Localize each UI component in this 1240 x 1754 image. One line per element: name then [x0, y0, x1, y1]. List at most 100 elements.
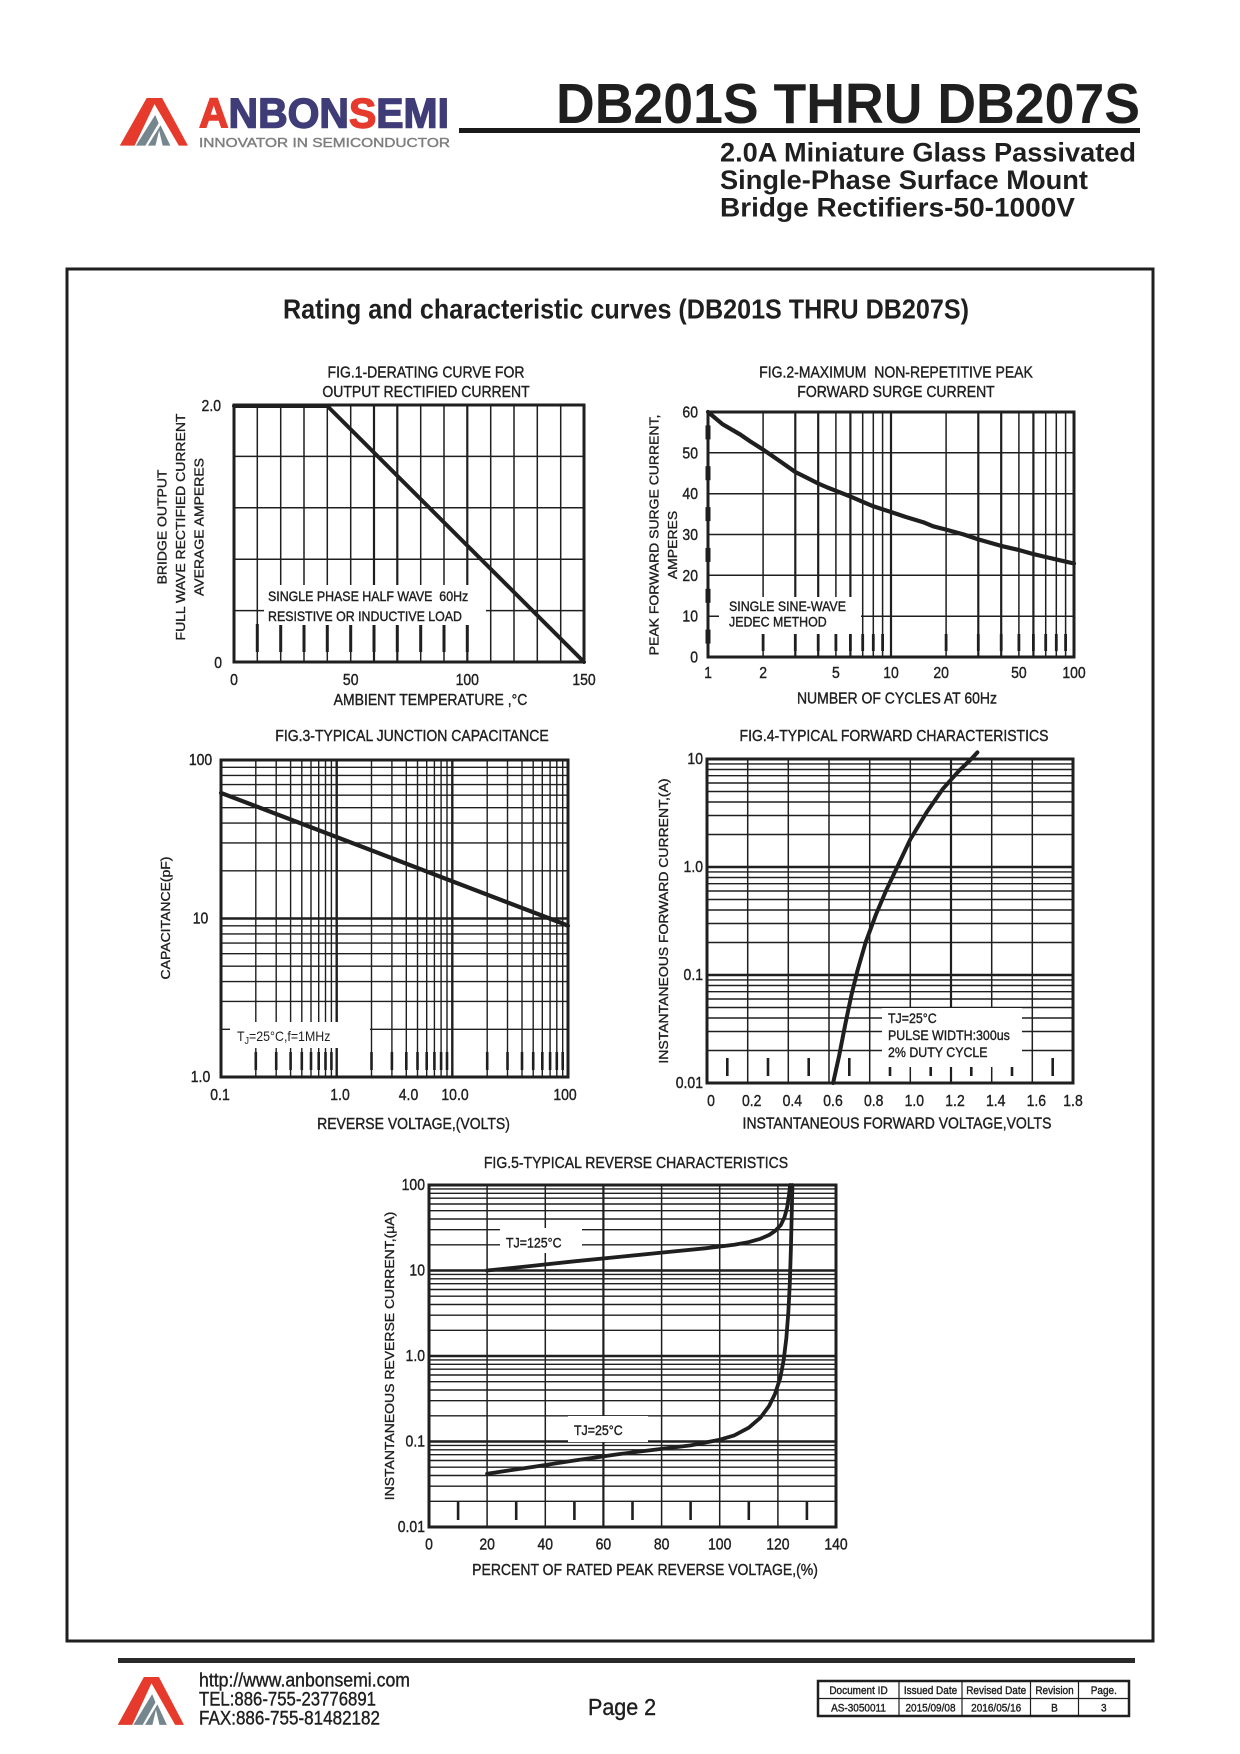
svg-text:60: 60 — [682, 405, 698, 422]
svg-text:Rating and characteristic curv: Rating and characteristic curves (DB201S… — [283, 293, 969, 324]
svg-text:1.6: 1.6 — [1027, 1093, 1046, 1110]
svg-text:Revised Date: Revised Date — [966, 1686, 1026, 1697]
svg-text:4.0: 4.0 — [399, 1087, 418, 1104]
svg-text:0: 0 — [425, 1537, 433, 1554]
svg-text:RESISTIVE OR INDUCTIVE LOAD: RESISTIVE OR INDUCTIVE LOAD — [268, 608, 462, 624]
svg-text:0.6: 0.6 — [823, 1093, 842, 1110]
svg-text:0.01: 0.01 — [398, 1519, 425, 1536]
svg-text:PERCENT OF RATED PEAK REVERSE: PERCENT OF RATED PEAK REVERSE VOLTAGE,(%… — [472, 1562, 818, 1579]
svg-text:Revision: Revision — [1035, 1686, 1073, 1697]
svg-text:100: 100 — [553, 1087, 576, 1104]
svg-text:40: 40 — [538, 1537, 554, 1554]
svg-text:0.01: 0.01 — [676, 1075, 703, 1092]
svg-text:AS-3050011: AS-3050011 — [831, 1703, 886, 1714]
svg-text:100: 100 — [402, 1177, 425, 1194]
svg-text:0: 0 — [214, 655, 222, 672]
svg-text:1.0: 1.0 — [905, 1093, 924, 1110]
svg-text:SINGLE PHASE HALF WAVE 60Hz: SINGLE PHASE HALF WAVE 60Hz — [268, 588, 468, 604]
svg-text:AVERAGE AMPERES: AVERAGE AMPERES — [192, 458, 206, 596]
svg-text:B: B — [1051, 1703, 1058, 1714]
svg-text:AMBIENT TEMPERATURE ,°C: AMBIENT TEMPERATURE ,°C — [334, 692, 528, 709]
svg-text:NUMBER OF CYCLES AT 60Hz: NUMBER OF CYCLES AT 60Hz — [797, 691, 997, 708]
svg-text:OUTPUT RECTIFIED CURRENT: OUTPUT RECTIFIED CURRENT — [322, 384, 529, 401]
svg-text:10: 10 — [682, 609, 698, 626]
svg-text:2: 2 — [759, 665, 767, 682]
svg-text:TJ=25°C: TJ=25°C — [888, 1010, 937, 1026]
svg-text:SINGLE SINE-WAVE: SINGLE SINE-WAVE — [729, 598, 846, 614]
svg-text:1.0: 1.0 — [406, 1348, 425, 1365]
svg-text:80: 80 — [654, 1537, 670, 1554]
svg-text:FIG.4-TYPICAL FORWARD CHARACTE: FIG.4-TYPICAL FORWARD CHARACTERISTICS — [740, 728, 1049, 745]
svg-text:REVERSE VOLTAGE,(VOLTS): REVERSE VOLTAGE,(VOLTS) — [317, 1116, 510, 1133]
svg-text:100: 100 — [708, 1537, 731, 1554]
svg-text:0: 0 — [230, 672, 238, 689]
svg-text:0.4: 0.4 — [783, 1093, 802, 1110]
svg-text:CAPACITANCE(pF): CAPACITANCE(pF) — [159, 857, 173, 980]
svg-text:INSTANTANEOUS FORWARD VOLTAGE,: INSTANTANEOUS FORWARD VOLTAGE,VOLTS — [743, 1116, 1052, 1133]
svg-text:1.8: 1.8 — [1063, 1093, 1082, 1110]
svg-text:50: 50 — [343, 672, 359, 689]
svg-text:10: 10 — [193, 911, 209, 928]
svg-text:0.1: 0.1 — [684, 967, 703, 984]
svg-text:1.4: 1.4 — [986, 1093, 1005, 1110]
svg-text:JEDEC METHOD: JEDEC METHOD — [729, 614, 827, 630]
svg-text:DB201S THRU DB207S: DB201S THRU DB207S — [556, 73, 1140, 136]
svg-text:20: 20 — [682, 568, 698, 585]
svg-text:Page.: Page. — [1091, 1686, 1117, 1697]
svg-text:Document ID: Document ID — [829, 1686, 888, 1697]
svg-text:100: 100 — [456, 672, 479, 689]
svg-text:120: 120 — [766, 1537, 789, 1554]
svg-text:TJ=125°C: TJ=125°C — [506, 1235, 562, 1251]
svg-text:PULSE WIDTH:300us: PULSE WIDTH:300us — [888, 1027, 1010, 1043]
svg-text:1.2: 1.2 — [945, 1093, 964, 1110]
svg-text:FORWARD SURGE CURRENT: FORWARD SURGE CURRENT — [797, 384, 994, 401]
svg-text:Page 2: Page 2 — [588, 1694, 656, 1720]
svg-text:100: 100 — [1062, 665, 1085, 682]
svg-text:2015/09/08: 2015/09/08 — [905, 1703, 955, 1714]
svg-text:INSTANTANEOUS REVERSE CURRENT,: INSTANTANEOUS REVERSE CURRENT,(μA) — [383, 1212, 397, 1501]
svg-text:2.0A Miniature Glass Passivate: 2.0A Miniature Glass Passivated — [720, 139, 1136, 168]
svg-text:1: 1 — [704, 665, 712, 682]
svg-text:FIG.3-TYPICAL JUNCTION CAPACIT: FIG.3-TYPICAL JUNCTION CAPACITANCE — [275, 728, 549, 745]
svg-text:0.8: 0.8 — [864, 1093, 883, 1110]
svg-text:1.0: 1.0 — [684, 859, 703, 876]
svg-text:10: 10 — [409, 1263, 425, 1280]
svg-text:1.0: 1.0 — [191, 1069, 210, 1086]
svg-text:2.0: 2.0 — [202, 398, 221, 415]
svg-text:20: 20 — [479, 1537, 495, 1554]
svg-text:2016/05/16: 2016/05/16 — [971, 1703, 1021, 1714]
svg-text:3: 3 — [1101, 1703, 1107, 1714]
svg-text:5: 5 — [832, 665, 840, 682]
svg-text:1.0: 1.0 — [330, 1087, 349, 1104]
svg-text:10: 10 — [687, 751, 703, 768]
svg-text:100: 100 — [189, 752, 212, 769]
svg-text:Single-Phase Surface Mount: Single-Phase Surface Mount — [720, 166, 1088, 195]
svg-text:40: 40 — [682, 487, 698, 504]
svg-text:20: 20 — [933, 665, 949, 682]
svg-text:INSTANTANEOUS FORWARD CURRENT,: INSTANTANEOUS FORWARD CURRENT,(A) — [657, 778, 671, 1063]
svg-text:0: 0 — [690, 650, 698, 667]
svg-text:50: 50 — [682, 446, 698, 463]
svg-text:FIG.1-DERATING CURVE FOR: FIG.1-DERATING CURVE FOR — [328, 365, 525, 382]
svg-text:0.2: 0.2 — [742, 1093, 761, 1110]
svg-text:BRIDGE OUTPUT: BRIDGE OUTPUT — [155, 470, 169, 585]
svg-text:Bridge Rectifiers-50-1000V: Bridge Rectifiers-50-1000V — [720, 194, 1075, 223]
svg-text:0.1: 0.1 — [406, 1434, 425, 1451]
svg-text:Issued Date: Issued Date — [904, 1686, 958, 1697]
svg-text:AMPERES: AMPERES — [666, 511, 680, 579]
svg-text:0: 0 — [707, 1093, 715, 1110]
svg-text:10.0: 10.0 — [441, 1087, 468, 1104]
svg-text:TJ=25°C: TJ=25°C — [574, 1422, 623, 1438]
svg-text:INNOVATOR IN SEMICONDUCTOR: INNOVATOR IN SEMICONDUCTOR — [199, 136, 450, 151]
svg-text:50: 50 — [1011, 665, 1027, 682]
svg-text:PEAK FORWARD SURGE CURRENT,: PEAK FORWARD SURGE CURRENT, — [647, 415, 661, 656]
svg-text:2% DUTY CYCLE: 2% DUTY CYCLE — [888, 1044, 988, 1060]
svg-text:TEL:886-755-23776891: TEL:886-755-23776891 — [199, 1688, 376, 1710]
svg-text:10: 10 — [883, 665, 899, 682]
svg-text:0.1: 0.1 — [210, 1087, 229, 1104]
svg-text:FIG.5-TYPICAL REVERSE CHARACTE: FIG.5-TYPICAL REVERSE CHARACTERISTICS — [484, 1155, 788, 1172]
svg-text:TJ=25°C,f=1MHz: TJ=25°C,f=1MHz — [237, 1028, 330, 1046]
svg-text:150: 150 — [572, 672, 595, 689]
svg-text:FAX:886-755-81482182: FAX:886-755-81482182 — [199, 1707, 380, 1729]
